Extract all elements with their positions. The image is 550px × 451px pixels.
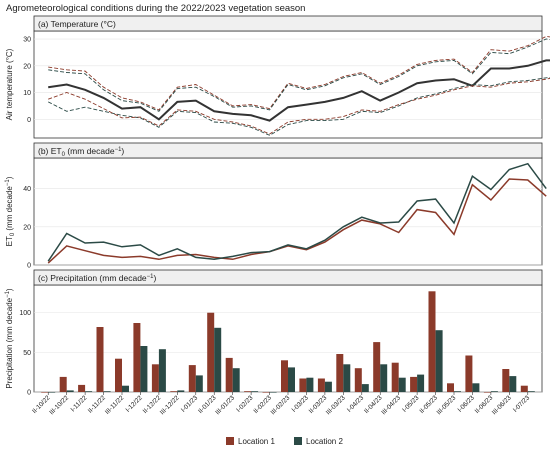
x-tick-label: III-06/23 bbox=[491, 394, 513, 416]
precip-bar-location-2 bbox=[490, 391, 498, 392]
precip-bar-location-1 bbox=[225, 357, 233, 392]
precip-bar-location-2 bbox=[140, 346, 148, 392]
precip-bar-location-2 bbox=[509, 376, 517, 392]
precip-bar-location-1 bbox=[483, 392, 491, 393]
panel-precipitation: (c) Precipitation (mm decade−1) 0 50 100 I… bbox=[5, 269, 543, 416]
precip-bar-location-1 bbox=[262, 392, 270, 393]
precip-bar-location-2 bbox=[195, 375, 203, 392]
precip-bar-location-1 bbox=[391, 362, 399, 392]
x-tick-label: III-01/23 bbox=[214, 394, 236, 416]
legend-swatch-location-1 bbox=[226, 437, 234, 445]
precip-bar-location-1 bbox=[151, 364, 159, 392]
precip-bar-location-2 bbox=[398, 377, 406, 392]
precip-bar-location-1 bbox=[244, 391, 252, 392]
precip-bar-location-1 bbox=[188, 365, 196, 392]
x-tick-label: III-02/23 bbox=[270, 394, 292, 416]
precip-bar-location-1 bbox=[78, 384, 86, 392]
temp-mean-line bbox=[48, 59, 550, 122]
precip-bar-location-2 bbox=[48, 392, 56, 393]
precip-bar-location-1 bbox=[465, 355, 473, 392]
precip-bar-location-1 bbox=[336, 354, 344, 392]
legend-label-location-2: Location 2 bbox=[306, 437, 343, 446]
x-tick-label: III-05/23 bbox=[436, 394, 458, 416]
panel-temperature: (a) Temperature (°C) 0 10 20 30 Air tempera… bbox=[5, 15, 550, 139]
panel-a-ytick-label: 30 bbox=[23, 37, 31, 44]
precip-bar-location-1 bbox=[428, 291, 436, 392]
precip-bar-location-1 bbox=[354, 368, 362, 392]
panel-b-title: (b) ET0 (mm decade−1) bbox=[38, 146, 124, 158]
precip-bar-location-2 bbox=[66, 390, 74, 392]
panel-b-ytick-label: 20 bbox=[23, 224, 31, 231]
precip-bar-location-1 bbox=[207, 312, 215, 392]
panel-a-ytick-label: 0 bbox=[27, 117, 31, 124]
panel-c-title: (c) Precipitation (mm decade−1) bbox=[38, 273, 157, 283]
x-tick-label: III-10/22 bbox=[48, 394, 70, 416]
precip-bar-location-2 bbox=[417, 374, 425, 392]
precip-bar-location-2 bbox=[435, 330, 443, 392]
x-tick-label: III-11/22 bbox=[104, 394, 126, 416]
precip-bar-location-2 bbox=[177, 390, 185, 392]
precip-bar-location-1 bbox=[281, 360, 288, 392]
precip-bar-location-1 bbox=[133, 323, 141, 392]
precip-bar-location-1 bbox=[299, 378, 307, 392]
precip-bar-location-2 bbox=[380, 364, 388, 392]
precip-bar-location-2 bbox=[288, 367, 295, 392]
panel-a-ytick-label: 10 bbox=[23, 90, 31, 97]
precip-bar-location-1 bbox=[115, 358, 122, 392]
precip-bar-location-1 bbox=[447, 383, 454, 392]
precip-bar-location-1 bbox=[317, 378, 325, 392]
precip-bar-location-2 bbox=[454, 391, 461, 392]
precip-bar-location-2 bbox=[343, 364, 351, 392]
temp-min-line-location-2 bbox=[47, 77, 550, 136]
x-tick-label: III-04/23 bbox=[380, 394, 402, 416]
precip-bar-location-2 bbox=[85, 391, 93, 392]
precip-bar-location-1 bbox=[373, 342, 381, 392]
panel-a-title: (a) Temperature (°C) bbox=[38, 19, 116, 29]
precip-bar-location-1 bbox=[41, 392, 49, 393]
precip-bar-location-2 bbox=[251, 391, 259, 392]
panel-c-ytick-label: 0 bbox=[27, 390, 31, 397]
et0-line-location-1 bbox=[47, 178, 547, 264]
precip-bar-location-1 bbox=[502, 369, 510, 392]
precip-bar-location-2 bbox=[122, 385, 129, 392]
legend: Location 1 Location 2 bbox=[226, 437, 343, 446]
figure-title: Agrometeorological conditions during the… bbox=[6, 3, 305, 14]
panel-c-ytick-label: 50 bbox=[23, 350, 31, 357]
temp-max-line-location-2 bbox=[48, 38, 550, 112]
precip-bar-location-2 bbox=[232, 368, 240, 392]
panel-b-ytick-label: 40 bbox=[23, 186, 31, 193]
x-tick-label: I-07/23 bbox=[512, 394, 532, 414]
panel-c-ytick-label: 100 bbox=[19, 310, 31, 317]
precip-bar-location-2 bbox=[306, 377, 314, 392]
precip-bar-location-2 bbox=[361, 384, 369, 392]
panel-et0: (b) ET0 (mm decade−1) 0 20 40 ET0 (mm deca… bbox=[5, 142, 547, 270]
panel-c-ylabel: Precipitation (mm decade−1) bbox=[5, 288, 14, 389]
panel-a-ylabel: Air temperature (°C) bbox=[5, 48, 14, 120]
panel-b-ylabel: ET0 (mm decade−1) bbox=[5, 176, 16, 246]
precip-bar-location-2 bbox=[324, 381, 332, 392]
x-tick-label: III-03/23 bbox=[325, 394, 347, 416]
precip-bar-location-1 bbox=[170, 391, 178, 392]
precip-bar-location-1 bbox=[96, 327, 104, 392]
precip-bar-location-2 bbox=[214, 327, 222, 392]
panel-a-ytick-label: 20 bbox=[23, 63, 31, 70]
precip-bar-location-2 bbox=[527, 391, 535, 392]
temp-max-line-location-1 bbox=[48, 35, 550, 111]
temp-min-line-location-1 bbox=[48, 77, 550, 135]
precip-bar-location-2 bbox=[103, 391, 111, 392]
x-tick-label: III-12/22 bbox=[159, 394, 181, 416]
precip-bar-location-2 bbox=[472, 383, 480, 392]
panel-b-ytick-label: 0 bbox=[27, 263, 31, 270]
precip-bar-location-1 bbox=[410, 376, 418, 392]
legend-swatch-location-2 bbox=[294, 437, 302, 445]
precip-bar-location-1 bbox=[520, 385, 528, 392]
precip-bar-location-1 bbox=[59, 376, 67, 392]
x-tick-label: I-11/22 bbox=[70, 394, 89, 413]
legend-label-location-1: Location 1 bbox=[238, 437, 275, 446]
et0-line-location-2 bbox=[47, 162, 547, 262]
precip-bar-location-2 bbox=[269, 392, 277, 393]
precip-bar-location-2 bbox=[158, 349, 166, 392]
